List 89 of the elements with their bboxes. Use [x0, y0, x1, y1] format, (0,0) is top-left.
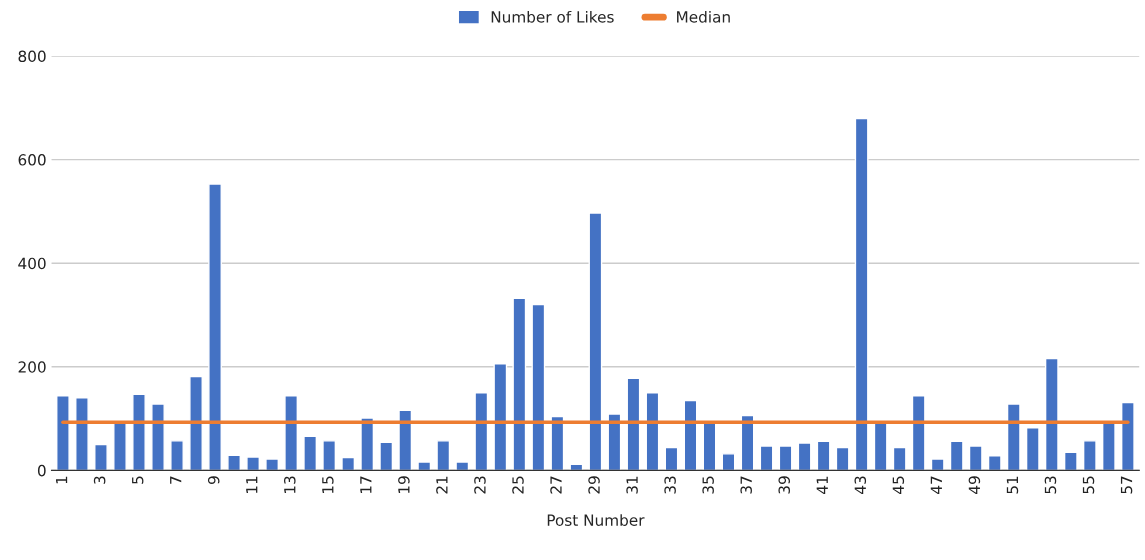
bar — [417, 461, 432, 471]
x-tick-label: 29 — [588, 476, 600, 494]
y-tick-label: 200 — [18, 361, 46, 373]
bar — [265, 458, 279, 471]
x-tick-label: 3 — [93, 476, 106, 484]
bar — [759, 445, 774, 471]
bar — [987, 455, 1002, 471]
x-tick-label: 47 — [930, 476, 942, 494]
bar — [246, 456, 260, 471]
bar — [436, 440, 451, 471]
bar — [113, 421, 127, 471]
y-tick-label: 800 — [18, 50, 46, 63]
bar — [664, 446, 679, 471]
x-tick-label: 13 — [284, 476, 296, 494]
x-tick-label: 37 — [740, 476, 752, 494]
bar — [816, 440, 831, 471]
x-tick-label: 27 — [550, 476, 562, 494]
bar — [322, 440, 337, 471]
bar — [189, 375, 203, 471]
bar — [1101, 421, 1116, 471]
y-tick-label: 600 — [18, 154, 46, 166]
x-tick-label: 51 — [1006, 476, 1019, 494]
x-tick-label: 5 — [132, 476, 144, 484]
bar — [626, 377, 641, 471]
bar — [721, 453, 736, 471]
bar — [968, 445, 983, 471]
bar — [1044, 357, 1059, 471]
x-tick-label: 49 — [968, 476, 981, 494]
x-tick-label: 1 — [56, 476, 68, 484]
bar — [569, 463, 584, 471]
x-tick-label: 53 — [1044, 476, 1057, 494]
x-tick-label: 25 — [512, 476, 524, 494]
legend-label: Median — [677, 10, 730, 23]
bar — [797, 442, 812, 471]
x-tick-label: 43 — [854, 476, 867, 494]
bar — [170, 440, 184, 471]
x-tick-label: 19 — [398, 476, 410, 494]
x-tick-label: 11 — [246, 476, 258, 494]
y-tick-label: 0 — [37, 464, 46, 477]
bar — [911, 395, 926, 471]
bar — [854, 117, 869, 471]
bar — [151, 403, 165, 471]
legend-label: Number of Likes — [491, 10, 614, 23]
x-tick-label: 39 — [778, 476, 790, 494]
x-tick-label: 31 — [626, 476, 638, 494]
bar — [778, 445, 793, 471]
bar — [455, 461, 470, 471]
x-tick-label: 35 — [702, 476, 714, 494]
x-axis-title: Post Number — [547, 514, 645, 526]
x-tick-label: 45 — [892, 476, 905, 494]
x-tick-label: 41 — [816, 476, 828, 494]
bar — [208, 183, 222, 471]
bar — [1063, 451, 1078, 471]
bar — [227, 454, 241, 471]
bar — [949, 440, 964, 471]
x-tick-label: 15 — [322, 476, 334, 494]
bar — [873, 421, 888, 471]
bar — [398, 409, 413, 471]
x-tick-label: 33 — [664, 476, 676, 494]
x-tick-label: 17 — [360, 476, 372, 494]
bar — [1006, 403, 1021, 471]
bar — [341, 456, 356, 471]
bar — [303, 435, 318, 471]
bar — [75, 397, 89, 471]
bar — [1025, 427, 1040, 471]
bar — [892, 446, 907, 471]
x-tick-label: 21 — [436, 476, 448, 494]
bar — [531, 303, 546, 471]
x-tick-label: 57 — [1120, 476, 1133, 494]
bar — [1120, 401, 1135, 471]
x-tick-label: 7 — [170, 476, 182, 484]
bar — [702, 422, 717, 471]
x-tick-label: 9 — [207, 476, 220, 485]
bar — [379, 441, 394, 471]
x-tick-label: 23 — [474, 476, 486, 494]
bar — [132, 393, 146, 471]
bar — [474, 392, 489, 471]
bar — [588, 212, 603, 471]
bar — [835, 446, 850, 471]
bar — [284, 395, 299, 471]
bar — [94, 443, 108, 471]
bar — [493, 362, 508, 471]
x-tick-label: 55 — [1082, 476, 1095, 494]
bar — [550, 415, 565, 471]
bar — [930, 458, 945, 471]
bar — [512, 297, 527, 471]
y-tick-label: 400 — [18, 257, 46, 270]
bar — [56, 395, 70, 471]
bar — [1082, 440, 1097, 471]
